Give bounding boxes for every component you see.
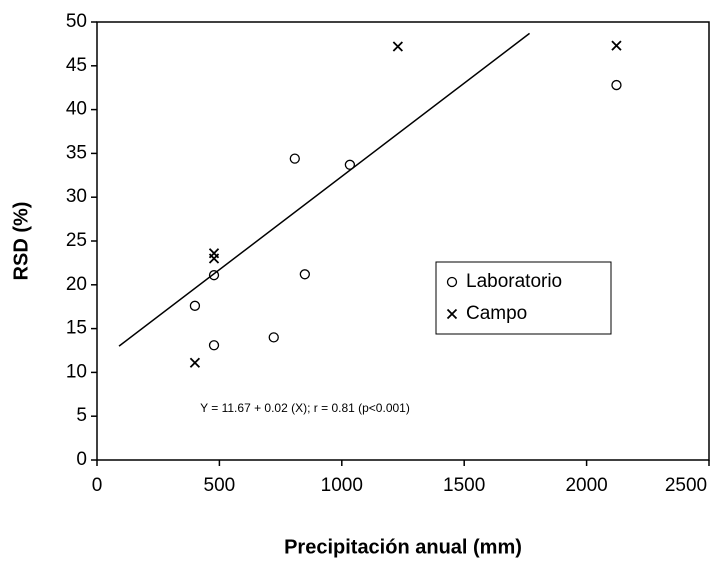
y-axis-title: RSD (%) (10, 202, 32, 281)
y-tick-label: 30 (66, 186, 87, 207)
x-tick-label: 2000 (565, 475, 607, 496)
legend-label: Campo (466, 303, 527, 324)
y-tick-label: 5 (76, 405, 87, 426)
legend-marker (446, 308, 458, 320)
x-tick-label: 0 (92, 475, 103, 496)
x-tick-label: 1000 (321, 475, 363, 496)
legend-label: Laboratorio (466, 271, 562, 292)
y-tick-label: 50 (66, 11, 87, 32)
point (208, 270, 220, 281)
y-tick-label: 15 (66, 318, 87, 339)
point (392, 41, 403, 52)
y-tick-label: 35 (66, 142, 87, 163)
point (189, 357, 201, 368)
y-tick-label: 25 (66, 230, 87, 251)
point (611, 40, 622, 51)
y-tick-label: 45 (66, 55, 87, 76)
point (268, 332, 279, 343)
y-tick-label: 20 (66, 274, 87, 295)
legend-marker (446, 276, 458, 288)
x-axis-title: Precipitación anual (mm) (284, 536, 522, 558)
y-tick-label: 0 (76, 449, 87, 470)
annotation: Y = 11.67 + 0.02 (X); r = 0.81 (p<0.001) (200, 401, 410, 415)
y-tick-label: 10 (66, 361, 87, 382)
point (611, 79, 622, 91)
point (299, 269, 310, 280)
point (208, 340, 220, 351)
point (189, 300, 201, 311)
x-tick-label: 2500 (665, 475, 707, 496)
plot-frame (96, 21, 710, 461)
point (344, 159, 356, 170)
x-tick-label: 500 (204, 475, 236, 496)
legend-box (435, 261, 612, 335)
y-tick-label: 40 (66, 99, 87, 120)
trend-line (118, 32, 531, 347)
point (289, 153, 300, 164)
point (208, 253, 220, 264)
x-tick-label: 1500 (443, 475, 485, 496)
